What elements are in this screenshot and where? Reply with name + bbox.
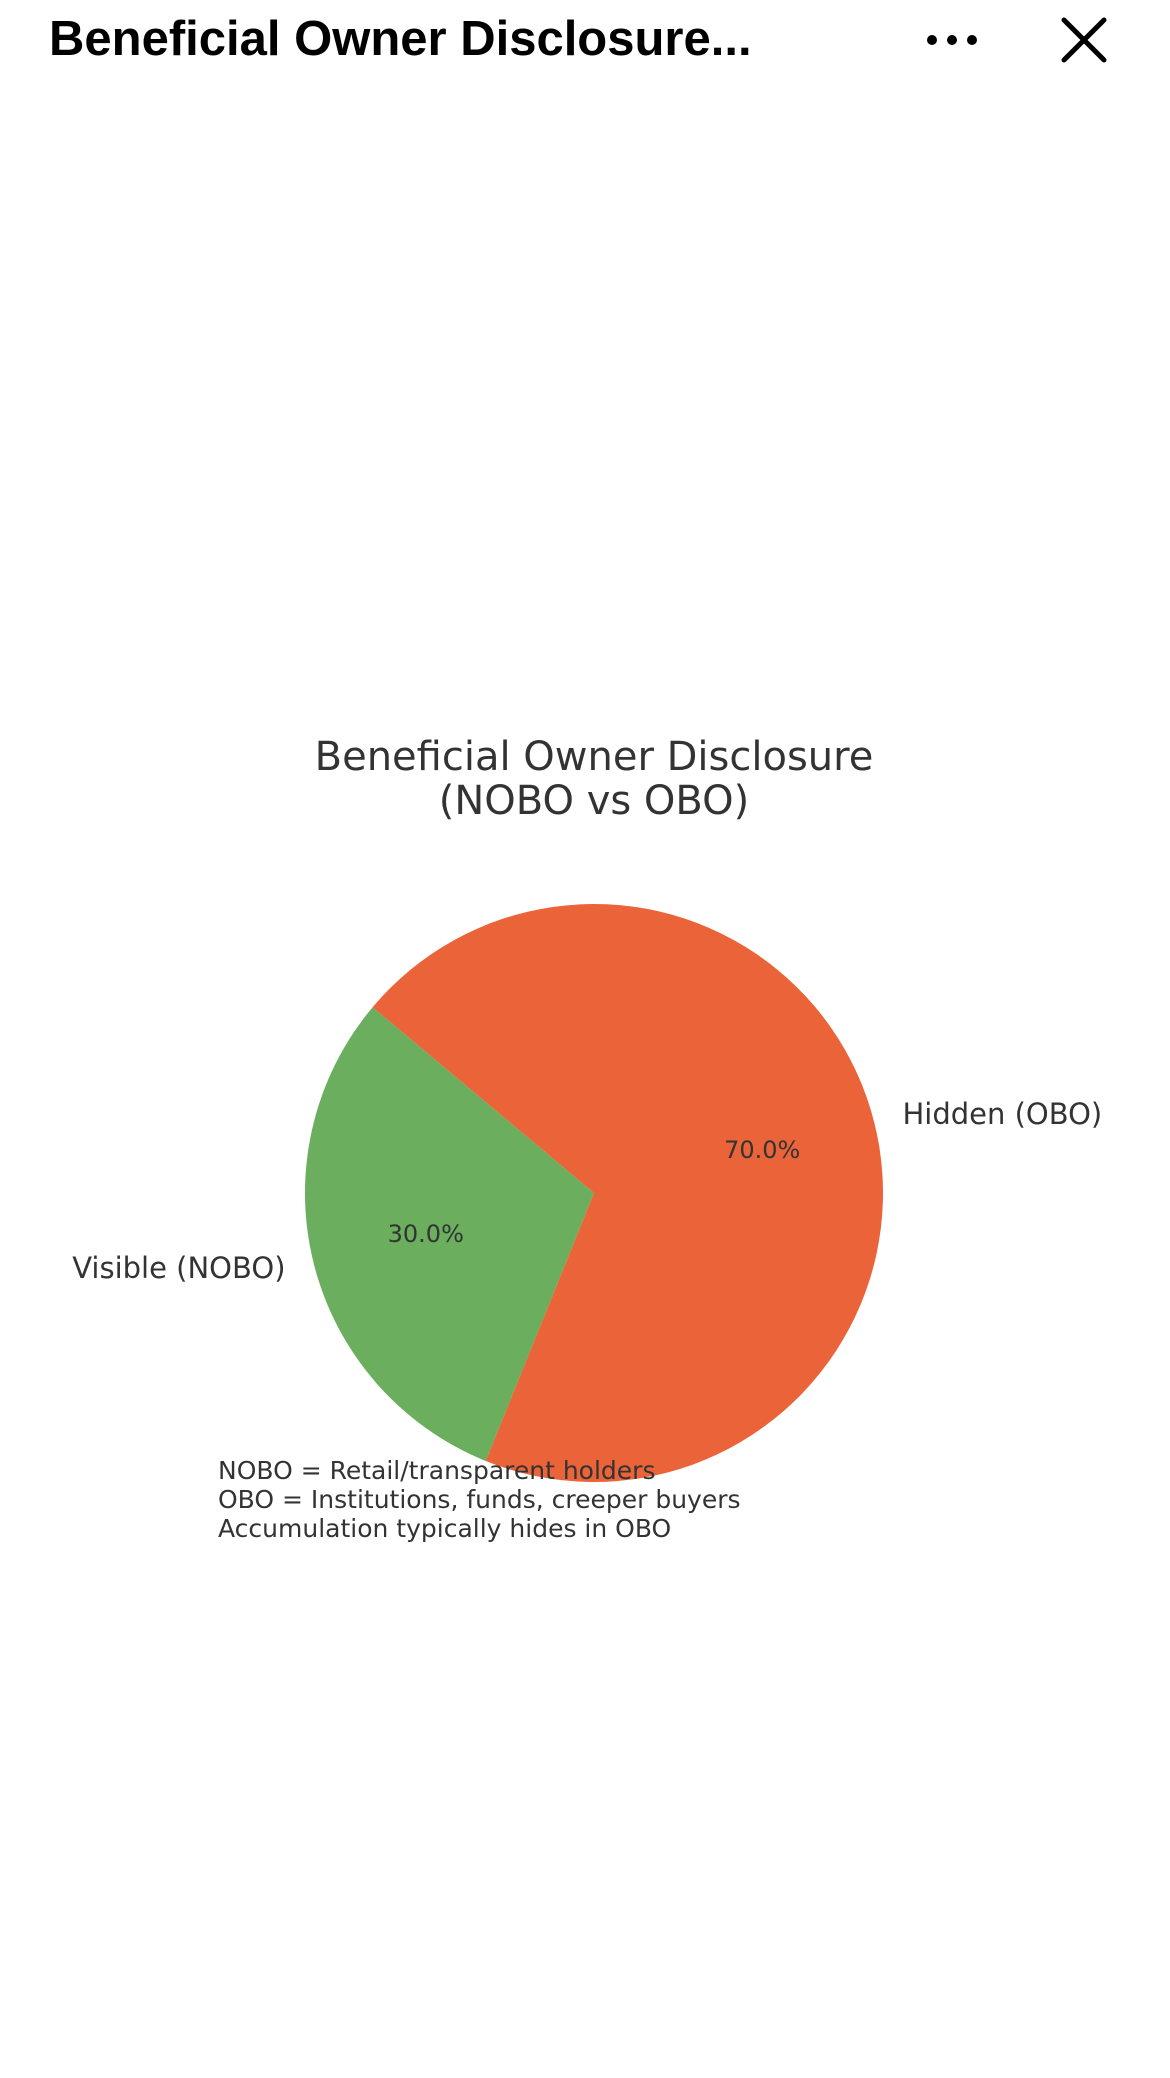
chart-title: Beneficial Owner Disclosure [315, 734, 874, 780]
dot [967, 35, 977, 45]
slice-label: Visible (NOBO) [72, 1251, 285, 1285]
note: Accumulation typically hides in OBO [218, 1514, 671, 1543]
percent-label: 70.0% [724, 1136, 800, 1164]
note: OBO = Institutions, funds, creeper buyer… [218, 1485, 741, 1514]
percent-label: 30.0% [388, 1220, 464, 1248]
close-button[interactable] [1061, 17, 1107, 63]
dot [947, 35, 957, 45]
chart-title: (NOBO vs OBO) [439, 778, 750, 824]
dot [927, 35, 937, 45]
slice-label: Hidden (OBO) [902, 1097, 1102, 1131]
close-stroke [1061, 17, 1107, 63]
header-title: Beneficial Owner Disclosure... [49, 12, 752, 66]
more-button[interactable] [927, 35, 977, 45]
note: NOBO = Retail/transparent holders [218, 1456, 655, 1485]
pie-slice [304, 1007, 594, 1461]
chart: Beneficial Owner Disclosure(NOBO vs OBO)… [72, 734, 1102, 1543]
pie-slice [372, 904, 883, 1482]
